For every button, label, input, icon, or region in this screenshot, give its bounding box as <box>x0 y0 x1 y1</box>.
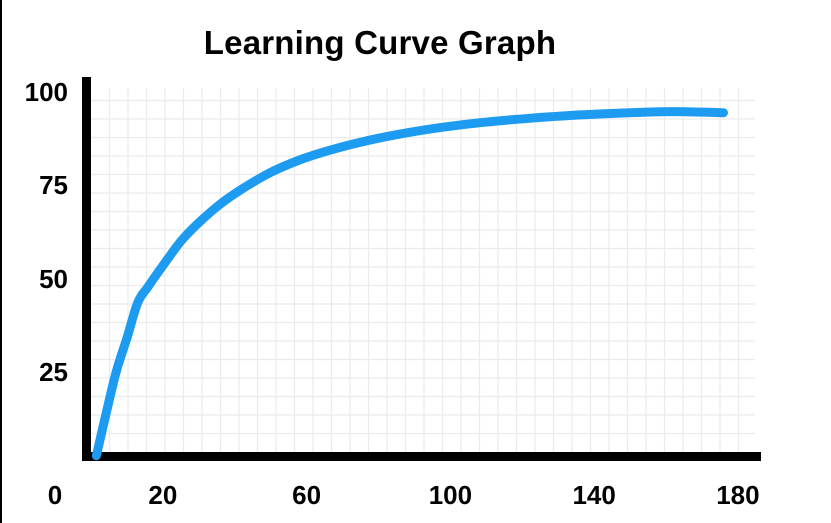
x-tick-label: 180 <box>716 480 760 510</box>
x-tick-label: 60 <box>292 480 322 510</box>
x-tick-label: 140 <box>572 480 616 510</box>
y-tick-label: 75 <box>39 170 68 201</box>
x-axis <box>82 452 761 461</box>
x-tick-label: 0 <box>47 480 63 510</box>
learning-curve-line <box>91 107 728 461</box>
y-tick-label: 100 <box>24 77 68 108</box>
y-axis <box>82 77 91 461</box>
chart-title: Learning Curve Graph <box>203 24 557 61</box>
x-tick-label: 100 <box>428 480 473 510</box>
gridlines <box>91 88 755 452</box>
x-tick-label: 20 <box>148 480 178 510</box>
y-tick-label: 50 <box>39 263 68 294</box>
screenshot-left-edge <box>0 0 2 523</box>
y-tick-label: 25 <box>39 356 68 387</box>
